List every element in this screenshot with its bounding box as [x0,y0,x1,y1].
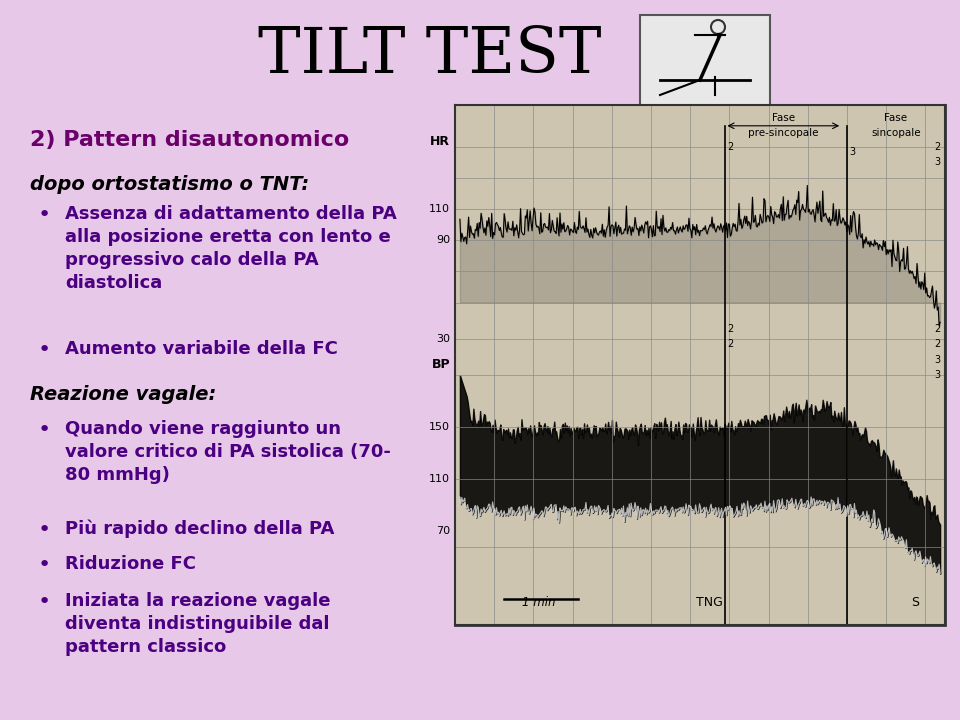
Text: 2: 2 [934,323,940,333]
Text: 110: 110 [429,474,450,485]
Text: Aumento variabile della FC: Aumento variabile della FC [65,340,338,358]
Text: 3: 3 [850,147,855,157]
Text: HR: HR [430,135,450,148]
Text: 2: 2 [727,339,733,349]
Text: sincopale: sincopale [871,128,921,138]
Text: Fase: Fase [884,113,907,123]
Text: pre-sincopale: pre-sincopale [748,128,819,138]
Text: •: • [38,592,51,612]
Text: TNG: TNG [696,596,723,609]
Text: dopo ortostatismo o TNT:: dopo ortostatismo o TNT: [30,175,309,194]
Text: 110: 110 [429,204,450,214]
Text: Iniziata la reazione vagale
diventa indistinguibile dal
pattern classico: Iniziata la reazione vagale diventa indi… [65,592,330,656]
Text: 2: 2 [934,339,940,349]
FancyBboxPatch shape [640,15,770,110]
FancyBboxPatch shape [455,105,945,625]
Text: 2: 2 [727,323,733,333]
Text: S: S [912,596,920,609]
Text: 1 min: 1 min [521,596,555,609]
Text: Reazione vagale:: Reazione vagale: [30,385,216,404]
Text: Riduzione FC: Riduzione FC [65,555,196,573]
Text: TILT TEST: TILT TEST [258,24,602,86]
Text: 90: 90 [436,235,450,246]
Text: •: • [38,555,51,575]
Text: •: • [38,340,51,360]
Text: 3: 3 [934,355,940,365]
Text: 3: 3 [934,370,940,380]
Text: BP: BP [431,359,450,372]
Text: 2: 2 [727,142,733,152]
Text: 70: 70 [436,526,450,536]
Text: 2) Pattern disautonomico: 2) Pattern disautonomico [30,130,349,150]
Text: •: • [38,520,51,540]
Text: Quando viene raggiunto un
valore critico di PA sistolica (70-
80 mmHg): Quando viene raggiunto un valore critico… [65,420,391,484]
Text: Assenza di adattamento della PA
alla posizione eretta con lento e
progressivo ca: Assenza di adattamento della PA alla pos… [65,205,396,292]
Text: 150: 150 [429,423,450,433]
Text: •: • [38,205,51,225]
Text: •: • [38,420,51,440]
Text: Più rapido declino della PA: Più rapido declino della PA [65,520,334,539]
Text: 30: 30 [436,334,450,344]
Text: 3: 3 [934,157,940,167]
Text: Fase: Fase [772,113,795,123]
Text: 2: 2 [934,142,940,152]
